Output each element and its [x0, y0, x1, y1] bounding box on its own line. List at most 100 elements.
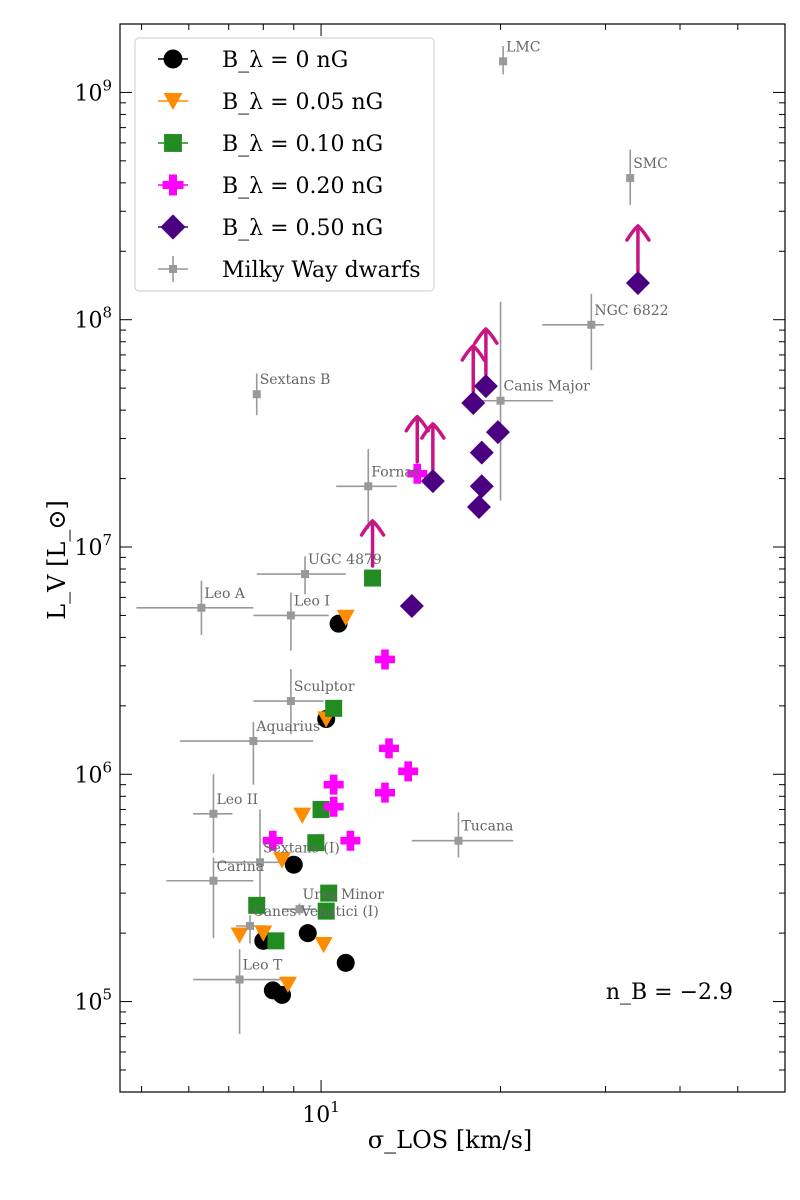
x-axis-label: σ_LOS [km/s] [368, 1126, 533, 1154]
series-0-point-4 [298, 924, 317, 943]
lower-limit-arrow-0 [625, 223, 651, 273]
series-1-point-7 [278, 976, 297, 993]
series-1-point-5 [254, 925, 273, 942]
series-5-point-6 [301, 570, 310, 579]
y-tick-label-4: 109 [74, 76, 112, 106]
annotation-nb: n_B = −2.9 [606, 980, 733, 1005]
series-5-point-13 [256, 858, 265, 867]
series-3-point-1 [374, 649, 395, 670]
legend-label-1: B_λ = 0.05 nG [222, 90, 383, 115]
series-3-point-3 [398, 761, 419, 782]
series-3-point-7 [262, 830, 283, 851]
series-3-point-4 [323, 774, 344, 795]
series-5-point-4 [496, 396, 505, 405]
series-1-point-3 [273, 852, 292, 869]
series-4-point-1 [473, 374, 498, 399]
series-0-point-7 [273, 985, 292, 1004]
series-4-point-4 [469, 440, 494, 465]
series-1-point-6 [314, 936, 333, 954]
series-2-point-7 [267, 932, 285, 950]
legend-entry-4: B_λ = 0.50 nG [158, 214, 383, 241]
galaxy-label-12: Leo II [216, 792, 258, 808]
series-5-point-5 [364, 482, 373, 491]
galaxy-label-0: LMC [506, 39, 540, 55]
series-2-point-6 [248, 896, 266, 914]
series-4-point-7 [466, 494, 491, 519]
series-5-point-14 [209, 876, 218, 885]
series-1-point-0 [336, 609, 355, 626]
galaxy-labels-layer: LMC SMC NGC 6822 Sextans B Canis Major Fornax… [204, 39, 668, 973]
y-tick-label-1: 106 [74, 758, 112, 788]
series-5-point-11 [454, 836, 463, 845]
galaxy-label-6: UGC 4879 [308, 552, 382, 568]
galaxy-label-5: Fornax [371, 464, 420, 480]
series-0-point-5 [336, 953, 355, 972]
galaxy-label-10: Aquarius [255, 719, 320, 735]
legend-marker-0 [163, 49, 183, 69]
series-5-point-15 [295, 905, 304, 914]
series-5-point-1 [626, 174, 635, 183]
tick-labels-layer: 105 106 107 108 109 101 [74, 76, 339, 1128]
series-4-point-8 [399, 593, 424, 618]
series-4-point-5 [420, 469, 445, 494]
series-1-point-2 [293, 807, 312, 824]
annotation-nb-text: n_B = −2.9 [606, 980, 733, 1005]
galaxy-label-13: Sextans (I) [263, 840, 340, 856]
y-tick-label-3: 108 [74, 304, 112, 334]
legend-marker-1 [163, 92, 183, 110]
lower-limit-arrow-2 [460, 343, 487, 393]
lower-limit-arrow-5 [359, 518, 386, 568]
legend-marker-4 [160, 214, 186, 240]
x-axis-label-text: σ_LOS [km/s] [368, 1126, 533, 1154]
galaxy-label-11: Tucana [461, 819, 513, 835]
series-3-point-8 [340, 830, 361, 851]
galaxy-label-9: Sculptor [294, 679, 355, 695]
series-4-point-3 [485, 420, 510, 445]
series-3-point-5 [374, 782, 395, 803]
series-1-point-4 [230, 927, 249, 944]
lower-limit-arrows-layer [359, 223, 651, 568]
series-5-point-16 [246, 921, 255, 930]
galaxy-label-3: Sextans B [260, 372, 331, 388]
series-5-point-7 [197, 603, 206, 612]
legend-entries: B_λ = 0 nG B_λ = 0.05 nG B_λ = 0.10 nG B_λ … [158, 48, 421, 283]
legend-label-2: B_λ = 0.10 nG [222, 132, 383, 157]
legend-label-3: B_λ = 0.20 nG [222, 174, 383, 199]
y-axis-label: L_V [L_⊙] [43, 500, 71, 620]
series-5-point-12 [209, 809, 218, 818]
galaxy-label-16: Canes Venatici (I) [253, 904, 379, 920]
series-2-point-3 [307, 834, 325, 852]
series-5-point-8 [286, 611, 295, 620]
plot-frame [119, 23, 786, 1093]
legend-entry-5: Milky Way dwarfs [158, 256, 421, 283]
series-5-point-3 [252, 390, 261, 399]
series-3-point-2 [378, 738, 399, 759]
series-4-point-2 [461, 391, 486, 416]
y-tick-label-2: 107 [74, 531, 112, 561]
legend: B_λ = 0 nG B_λ = 0.05 nG B_λ = 0.10 nG B_λ … [134, 37, 435, 292]
galaxy-label-2: NGC 6822 [594, 303, 668, 319]
galaxy-label-14: Carina [216, 859, 264, 875]
galaxy-label-8: Leo I [294, 593, 330, 609]
legend-entry-0: B_λ = 0 nG [158, 48, 348, 73]
legend-marker-5 [169, 265, 177, 273]
series-2-point-4 [320, 884, 338, 902]
galaxy-label-15: Ursa Minor [302, 887, 384, 903]
galaxy-label-7: Leo A [204, 586, 245, 602]
lower-limit-arrow-3 [404, 414, 431, 464]
series-5-point-9 [286, 697, 295, 706]
series-4-point-0 [625, 271, 650, 296]
legend-marker-3 [162, 174, 184, 196]
galaxy-label-1: SMC [633, 156, 668, 172]
lower-limit-arrow-1 [473, 326, 499, 376]
series-3-point-6 [323, 796, 344, 817]
series-5-point-2 [587, 320, 596, 329]
galaxy-label-17: Leo T [243, 958, 283, 974]
series-5-point-17 [235, 975, 244, 984]
legend-entry-2: B_λ = 0.10 nG [158, 132, 383, 157]
y-axis-label-text: L_V [L_⊙] [43, 500, 71, 620]
series-3-point-0 [407, 463, 428, 484]
axis-ticks-layer [120, 23, 786, 1093]
y-tick-label-0: 105 [74, 986, 112, 1016]
